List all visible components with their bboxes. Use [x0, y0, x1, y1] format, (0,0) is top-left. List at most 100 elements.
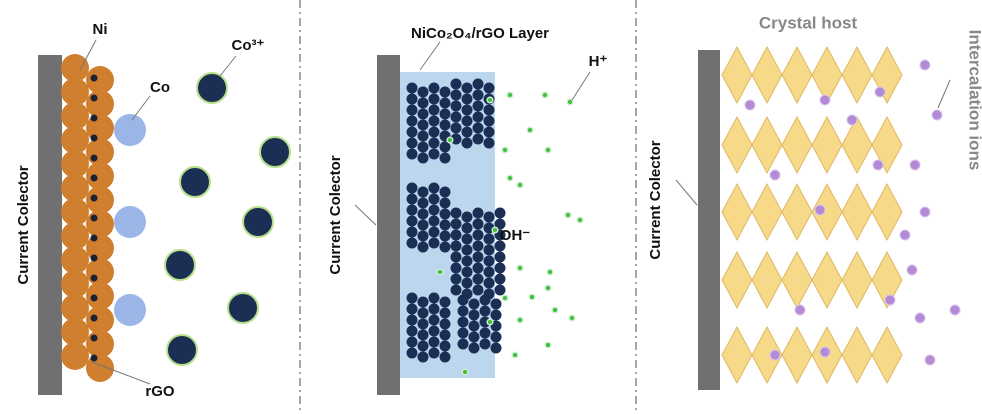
ni-particle: [86, 330, 114, 358]
ion: [542, 92, 548, 98]
nico-particle: [429, 293, 440, 304]
crystal: [722, 252, 752, 308]
rgo-dot: [91, 355, 98, 362]
rgo-dot: [91, 175, 98, 182]
intercalation-ion: [920, 60, 930, 70]
ion: [567, 99, 573, 105]
rgo-dot: [91, 155, 98, 162]
nico-particle: [462, 94, 473, 105]
nico-particle: [440, 198, 451, 209]
nico-particle: [469, 299, 480, 310]
electrode-label: Current Colector: [327, 155, 344, 274]
nico-particle: [429, 127, 440, 138]
nico-particle: [462, 256, 473, 267]
nico-particle: [429, 227, 440, 238]
ion: [545, 285, 551, 291]
leader: [132, 96, 150, 120]
nico-particle: [473, 134, 484, 145]
nico-particle: [458, 317, 469, 328]
nico-particle: [451, 263, 462, 274]
crystal: [812, 117, 842, 173]
nico-particle: [473, 274, 484, 285]
nico-particle: [451, 208, 462, 219]
nico-particle: [484, 105, 495, 116]
ion: [487, 319, 493, 325]
nico-particle: [469, 332, 480, 343]
nico-particle: [407, 127, 418, 138]
nico-particle: [451, 79, 462, 90]
nico-particle: [484, 138, 495, 149]
leader: [676, 180, 697, 205]
crystal: [842, 252, 872, 308]
nico-particle: [440, 109, 451, 120]
co3-ion: [165, 250, 195, 280]
nico-particle: [473, 230, 484, 241]
nico-particle: [407, 183, 418, 194]
crystal: [782, 117, 812, 173]
nico-particle: [451, 274, 462, 285]
nico-particle: [429, 138, 440, 149]
nico-particle: [491, 310, 502, 321]
intercalation-ion: [900, 230, 910, 240]
nico-particle: [418, 220, 429, 231]
co-particle: [114, 114, 146, 146]
nico-particle: [473, 90, 484, 101]
nico-particle: [495, 263, 506, 274]
nico-particle: [407, 194, 418, 205]
label: NiCo₂O₄/rGO Layer: [411, 25, 549, 42]
nico-particle: [473, 79, 484, 90]
nico-particle: [495, 274, 506, 285]
ni-particle: [61, 54, 89, 82]
nico-particle: [407, 83, 418, 94]
crystal: [752, 47, 782, 103]
nico-particle: [440, 231, 451, 242]
crystal: [722, 117, 752, 173]
nico-particle: [462, 105, 473, 116]
ni-particle: [61, 270, 89, 298]
nico-particle: [418, 308, 429, 319]
label: H⁺: [589, 53, 608, 70]
nico-particle: [484, 212, 495, 223]
nico-particle: [440, 308, 451, 319]
nico-particle: [440, 242, 451, 253]
ion: [529, 294, 535, 300]
ion: [545, 147, 551, 153]
electrode-label: Current Colector: [647, 140, 664, 259]
ion: [547, 269, 553, 275]
leader: [220, 56, 236, 76]
leader: [938, 80, 950, 108]
nico-particle: [418, 198, 429, 209]
nico-particle: [462, 234, 473, 245]
ni-particle: [86, 210, 114, 238]
crystal: [722, 327, 752, 383]
ni-particle: [86, 66, 114, 94]
intercalation-ion: [745, 100, 755, 110]
crystal: [752, 117, 782, 173]
nico-particle: [418, 131, 429, 142]
ni-particle: [61, 246, 89, 274]
nico-particle: [473, 285, 484, 296]
ion: [507, 175, 513, 181]
ion: [487, 97, 493, 103]
ni-particle: [86, 354, 114, 382]
nico-particle: [491, 299, 502, 310]
ni-particle: [86, 282, 114, 310]
nico-particle: [462, 116, 473, 127]
nico-particle: [484, 234, 495, 245]
nico-particle: [440, 220, 451, 231]
nico-particle: [495, 252, 506, 263]
nico-particle: [440, 98, 451, 109]
co3-ion: [228, 293, 258, 323]
nico-particle: [418, 153, 429, 164]
leader: [572, 72, 590, 100]
nico-particle: [480, 306, 491, 317]
nico-particle: [473, 219, 484, 230]
nico-particle: [440, 153, 451, 164]
intercalation-ion: [820, 347, 830, 357]
crystal: [842, 327, 872, 383]
crystal: [812, 252, 842, 308]
nico-particle: [480, 328, 491, 339]
crystal: [872, 327, 902, 383]
nico-particle: [429, 194, 440, 205]
intercalation-ion: [795, 305, 805, 315]
